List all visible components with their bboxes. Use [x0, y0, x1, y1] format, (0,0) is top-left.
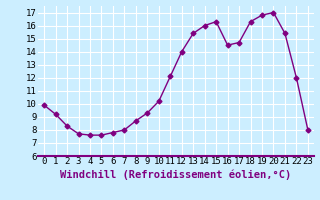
X-axis label: Windchill (Refroidissement éolien,°C): Windchill (Refroidissement éolien,°C) [60, 169, 292, 180]
